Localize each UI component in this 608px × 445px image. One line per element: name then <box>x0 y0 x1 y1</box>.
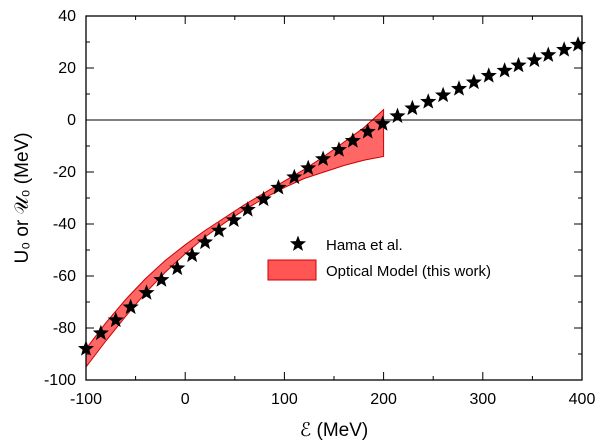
data-point-star <box>153 271 170 287</box>
data-point-star <box>270 179 287 195</box>
data-point-star <box>92 324 109 341</box>
legend-label-hama: Hama et al. <box>326 237 403 254</box>
data-point-star <box>286 168 303 185</box>
data-point-star <box>330 141 348 157</box>
data-point-star <box>315 150 332 166</box>
data-point-star <box>300 159 317 175</box>
data-point-star <box>480 67 497 83</box>
y-tick-label: -100 <box>44 372 76 389</box>
data-point-star <box>526 51 543 68</box>
data-point-star <box>540 46 557 62</box>
x-tick-label: 400 <box>569 391 596 408</box>
data-point-star <box>569 36 587 52</box>
y-tick-label: 20 <box>58 60 76 77</box>
data-point-star <box>374 115 391 131</box>
y-tick-label: -60 <box>53 268 76 285</box>
x-tick-label: 300 <box>469 391 496 408</box>
data-point-star <box>196 233 214 250</box>
x-tick-label: 100 <box>271 391 298 408</box>
data-point-star <box>344 132 361 148</box>
data-point-star <box>465 73 482 90</box>
data-point-star <box>435 86 452 103</box>
y-tick-label: 40 <box>58 8 76 25</box>
y-tick-label: -80 <box>53 320 76 337</box>
legend-label-optical-model: Optical Model (this work) <box>326 263 491 280</box>
x-tick-label: -100 <box>70 391 102 408</box>
y-tick-label: 0 <box>67 112 76 129</box>
points-layer <box>77 36 587 356</box>
y-tick-label: -20 <box>53 164 76 181</box>
x-tick-label: 200 <box>370 391 397 408</box>
y-tick-label: -40 <box>53 216 76 233</box>
data-point-star <box>225 211 242 227</box>
legend-swatch-optical-model <box>267 259 317 281</box>
data-point-star <box>404 99 421 116</box>
data-point-star <box>107 311 124 328</box>
legend-star-icon <box>289 235 307 251</box>
tick-label-layer: -100 0 100 200 300 400 -100 -80 -60 -40 -20 0 20 40 <box>44 8 595 408</box>
data-point-star <box>122 298 139 315</box>
data-point-star <box>359 123 376 139</box>
x-axis-title: ℰ (MeV) <box>300 420 369 441</box>
data-point-star <box>239 201 256 217</box>
data-point-star <box>510 56 527 73</box>
data-point-star <box>210 222 228 238</box>
data-point-star <box>389 107 406 123</box>
data-point-star <box>556 41 573 57</box>
plot-frame <box>85 15 583 381</box>
data-point-star <box>138 284 155 300</box>
x-tick-label: 0 <box>181 391 190 408</box>
legend: Hama et al. Optical Model (this work) <box>267 235 491 281</box>
data-point-star <box>184 246 201 263</box>
data-point-star <box>450 80 468 96</box>
data-point-star <box>420 93 437 109</box>
data-point-star <box>169 259 186 276</box>
y-axis-title: U₀ or 𝒰₀ (MeV) <box>12 132 33 263</box>
data-point-star <box>496 62 513 78</box>
data-point-star <box>255 190 272 207</box>
